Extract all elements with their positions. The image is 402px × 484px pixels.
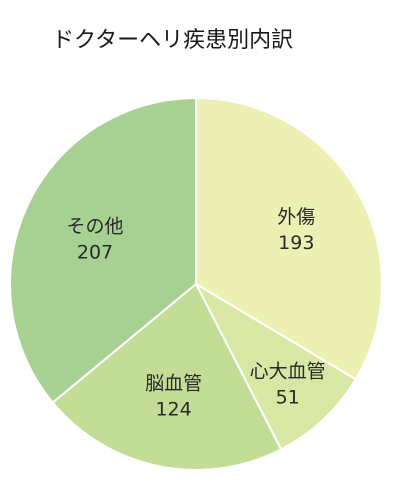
slice-label-value-0: 193: [278, 232, 314, 254]
slice-label-name-0: 外傷: [277, 206, 315, 228]
slice-label-name-3: その他: [67, 215, 124, 237]
slice-label-value-2: 124: [155, 398, 191, 420]
slice-label-value-3: 207: [77, 241, 113, 263]
pie-slice-0: [195, 97, 383, 381]
pie-slice-2: [51, 283, 283, 471]
pie-slice-1: [195, 283, 357, 451]
slice-label-value-1: 51: [276, 387, 300, 409]
pie-slice-3: [9, 97, 197, 404]
chart-title: ドクターヘリ疾患別内訳: [52, 28, 294, 53]
pie-slices: [9, 97, 383, 471]
slice-label-name-2: 脳血管: [145, 372, 202, 394]
slice-label-name-1: 心大血管: [250, 361, 326, 383]
pie-labels: 外傷 193 心大血管 51 脳血管 124 その他 207: [67, 206, 326, 420]
